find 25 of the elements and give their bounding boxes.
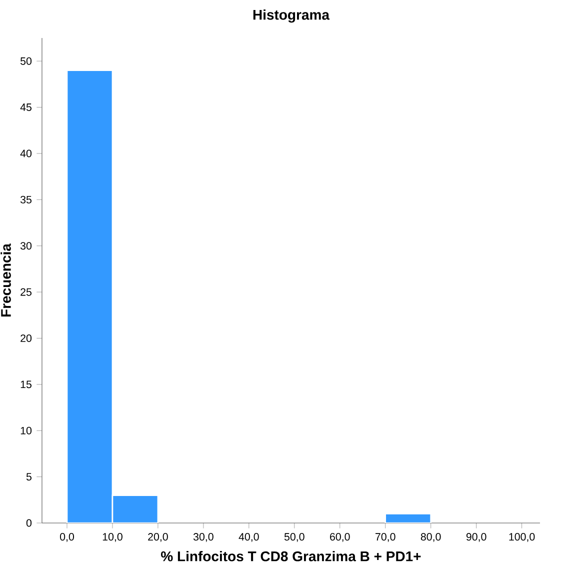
x-axis-title: % Linfocitos T CD8 Granzima B + PD1+ bbox=[161, 551, 421, 562]
chart-title: Histograma bbox=[253, 10, 330, 23]
x-tick-label: 70,0 bbox=[376, 533, 396, 542]
y-tick-label: 0 bbox=[26, 519, 32, 527]
y-tick-label: 15 bbox=[20, 380, 32, 388]
y-tick-label: 20 bbox=[20, 334, 32, 342]
y-tick-label: 50 bbox=[20, 57, 32, 65]
y-tick-label: 30 bbox=[20, 242, 32, 250]
x-tick-label: 0,0 bbox=[60, 533, 74, 542]
x-tick-label: 30,0 bbox=[193, 533, 214, 542]
x-tick-label: 90,0 bbox=[466, 533, 486, 542]
x-tick-label: 80,0 bbox=[420, 533, 441, 542]
y-tick-label: 10 bbox=[20, 426, 32, 434]
x-tick-label: 100,0 bbox=[509, 533, 535, 542]
y-tick-label: 40 bbox=[20, 150, 32, 158]
x-tick-label: 40,0 bbox=[238, 533, 259, 542]
y-tick-label: 45 bbox=[20, 104, 32, 111]
x-tick-label: 10,0 bbox=[102, 533, 122, 542]
y-tick-label: 35 bbox=[20, 196, 32, 204]
x-tick-label: 50,0 bbox=[284, 533, 304, 542]
y-tick-label: 5 bbox=[26, 473, 32, 481]
y-axis-title: Frecuencia bbox=[0, 243, 11, 317]
x-tick-label: 60,0 bbox=[330, 533, 350, 542]
x-tick-label: 20,0 bbox=[148, 533, 168, 542]
y-tick-label: 25 bbox=[20, 288, 32, 296]
